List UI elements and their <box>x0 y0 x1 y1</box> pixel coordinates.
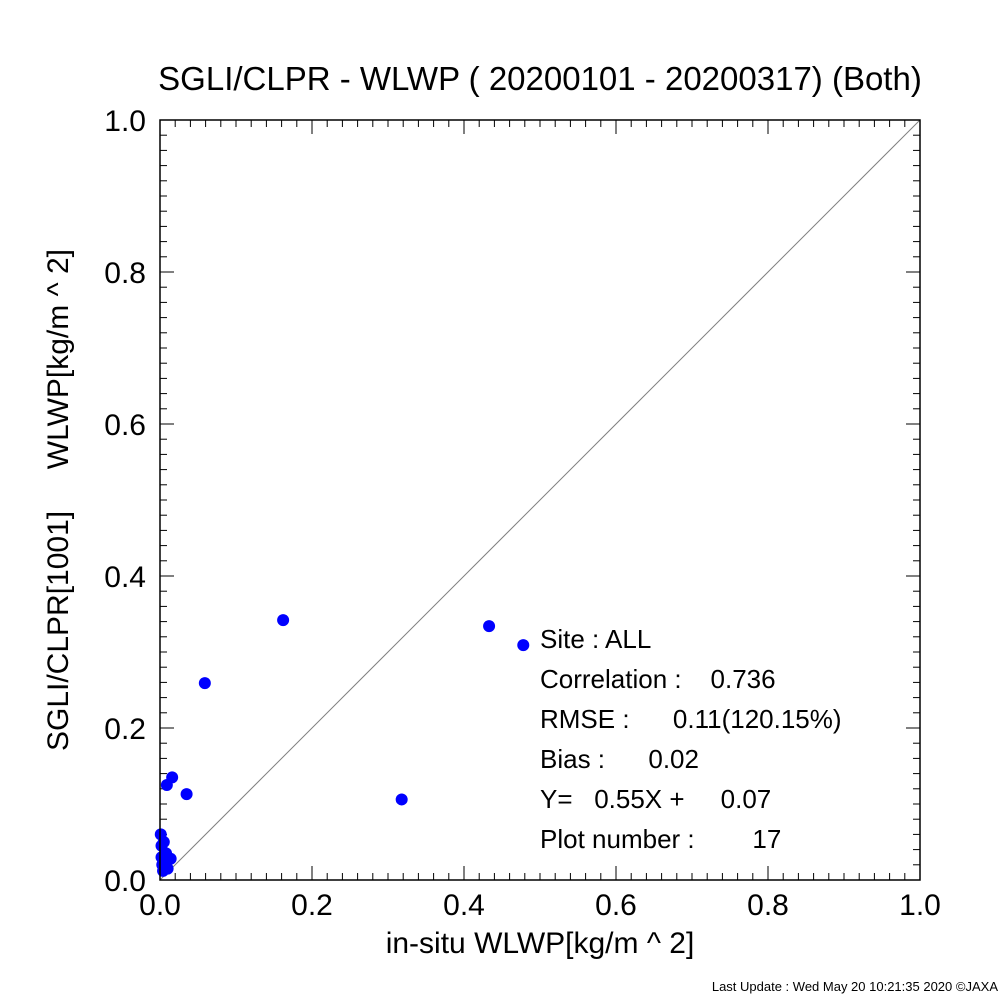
plot-frame <box>159 119 921 881</box>
data-point <box>157 836 170 848</box>
data-point <box>198 677 211 690</box>
data-point <box>166 771 179 784</box>
data-point <box>164 852 177 865</box>
stats-bias: Bias : 0.02 <box>540 744 699 774</box>
data-point <box>517 639 530 652</box>
data-points <box>154 614 530 877</box>
x-tick-label: 0.6 <box>595 889 637 922</box>
y-tick-label: 1.0 <box>104 105 146 138</box>
axis-ticks <box>159 119 921 881</box>
chart-title: SGLI/CLPR - WLWP ( 20200101 - 20200317) … <box>158 60 922 97</box>
x-tick-label: 0.2 <box>291 889 333 922</box>
data-point <box>161 862 174 875</box>
stats-regression: Y= 0.55X + 0.07 <box>540 784 771 814</box>
data-point <box>277 614 290 627</box>
data-point <box>395 793 408 806</box>
one-to-one-line <box>159 119 921 881</box>
copyright-text: ©JAXA <box>955 979 998 994</box>
x-tick-label: 0.8 <box>747 889 789 922</box>
y-tick-label: 0.6 <box>104 409 146 442</box>
last-update-text: Last Update : Wed May 20 10:21:35 2020 <box>711 979 953 994</box>
stats-box: Site : ALL Correlation : 0.736 RMSE : 0.… <box>540 624 842 854</box>
stats-correlation: Correlation : 0.736 <box>540 664 776 694</box>
stats-site: Site : ALL <box>540 624 651 654</box>
x-tick-label: 0.4 <box>443 889 485 922</box>
stats-rmse: RMSE : 0.11(120.15%) <box>540 704 842 734</box>
x-axis-label: in-situ WLWP[kg/m ^ 2] <box>386 927 695 960</box>
y-tick-label: 0.2 <box>104 713 146 746</box>
stats-plot-number: Plot number : 17 <box>540 824 781 854</box>
x-tick-label: 0.0 <box>139 889 181 922</box>
y-axis-label: SGLI/CLPR[1001] WLWP[kg/m ^ 2] <box>42 249 75 751</box>
y-tick-label: 0.0 <box>104 865 146 898</box>
y-tick-label: 0.4 <box>104 561 146 594</box>
tick-labels: 0.0 0.2 0.4 0.6 0.8 1.0 0.0 0.2 0.4 0.6 0.8 1.0 <box>104 105 941 922</box>
footer: Last Update : Wed May 20 10:21:35 2020 ©… <box>712 979 998 994</box>
x-tick-label: 1.0 <box>899 889 941 922</box>
data-point <box>483 620 496 633</box>
y-tick-label: 0.8 <box>104 257 146 290</box>
data-point <box>180 788 193 801</box>
